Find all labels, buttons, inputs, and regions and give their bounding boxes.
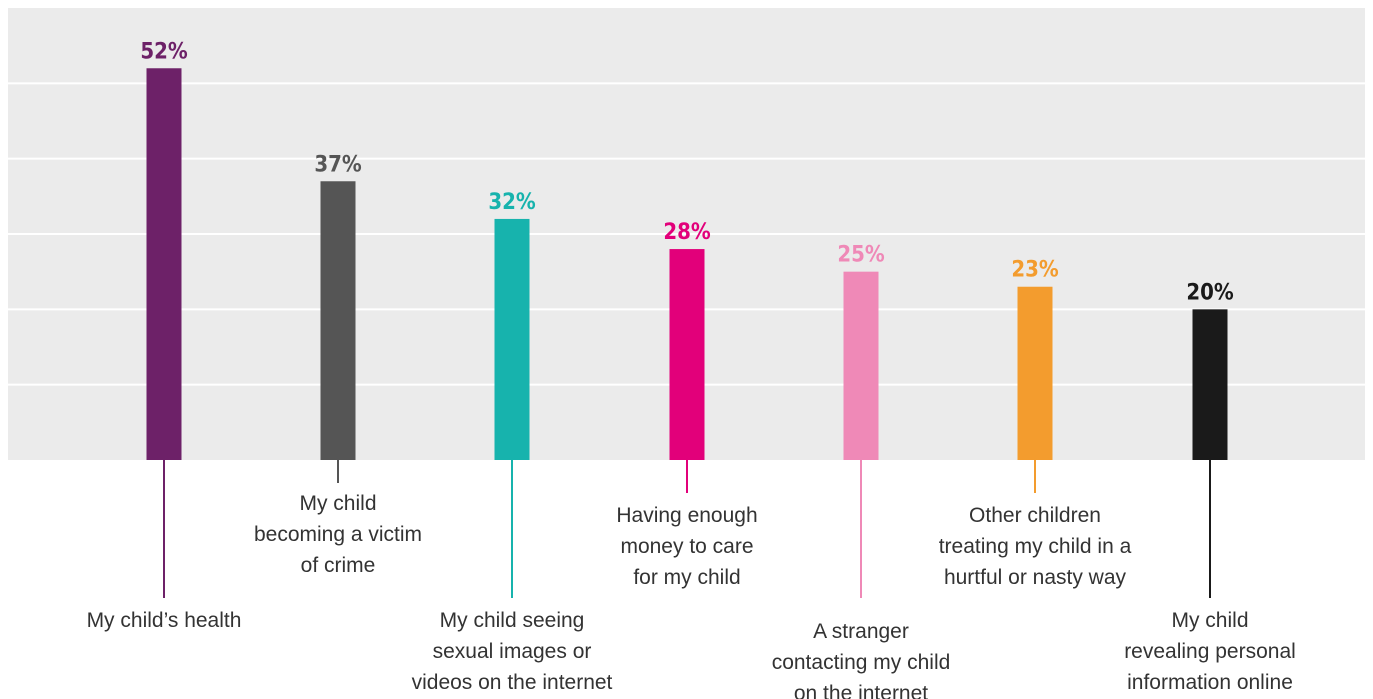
bar: [669, 249, 705, 460]
category-label-line: treating my child in a: [939, 535, 1132, 558]
category-labels: My child’s health My child becoming a vict…: [87, 492, 1296, 699]
category-label-line: becoming a victim: [254, 523, 422, 546]
category-label-line: My child: [299, 492, 376, 515]
value-label: 37%: [314, 152, 362, 177]
category-label-line: contacting my child: [772, 651, 951, 674]
bars: [146, 68, 1228, 461]
bar: [146, 68, 182, 461]
value-label: 52%: [140, 39, 188, 64]
category-label-line: on the internet: [794, 682, 928, 699]
bar: [1017, 286, 1053, 460]
value-label: 28%: [663, 220, 711, 245]
bar: [494, 218, 530, 460]
value-labels: 52% 37% 32% 28% 25% 23% 20%: [140, 39, 1234, 305]
category-label-line: My child’s health: [87, 609, 242, 632]
value-label: 20%: [1186, 280, 1234, 305]
category-label: My child’s health: [87, 609, 242, 632]
category-label-line: information online: [1127, 671, 1293, 694]
bar: [320, 181, 356, 460]
bar: [1192, 309, 1228, 460]
category-label-line: My child: [1171, 609, 1248, 632]
category-label: My child revealing personal information on…: [1124, 609, 1296, 694]
category-label-line: My child seeing: [440, 609, 585, 632]
category-label-line: money to care: [620, 535, 753, 558]
value-label: 23%: [1011, 258, 1059, 283]
category-label-line: hurtful or nasty way: [944, 566, 1127, 589]
category-label-line: for my child: [633, 566, 740, 589]
category-label: My child becoming a victim of crime: [254, 492, 422, 577]
value-label: 25%: [837, 243, 885, 268]
category-label-line: Having enough: [616, 504, 757, 527]
category-label-line: videos on the internet: [412, 671, 613, 694]
category-label: Other children treating my child in a hurt…: [939, 504, 1132, 589]
value-label: 32%: [488, 190, 536, 215]
category-label: Having enough money to care for my child: [616, 504, 757, 589]
category-label: A stranger contacting my child on the inte…: [772, 620, 951, 699]
category-label: My child seeing sexual images or videos on…: [412, 609, 613, 694]
category-label-line: sexual images or: [433, 640, 592, 663]
category-label-line: revealing personal: [1124, 640, 1296, 663]
category-label-line: of crime: [301, 554, 376, 577]
leader-lines: [163, 460, 1211, 598]
category-label-line: Other children: [969, 504, 1101, 527]
category-label-line: A stranger: [813, 620, 909, 643]
bar: [843, 271, 879, 460]
